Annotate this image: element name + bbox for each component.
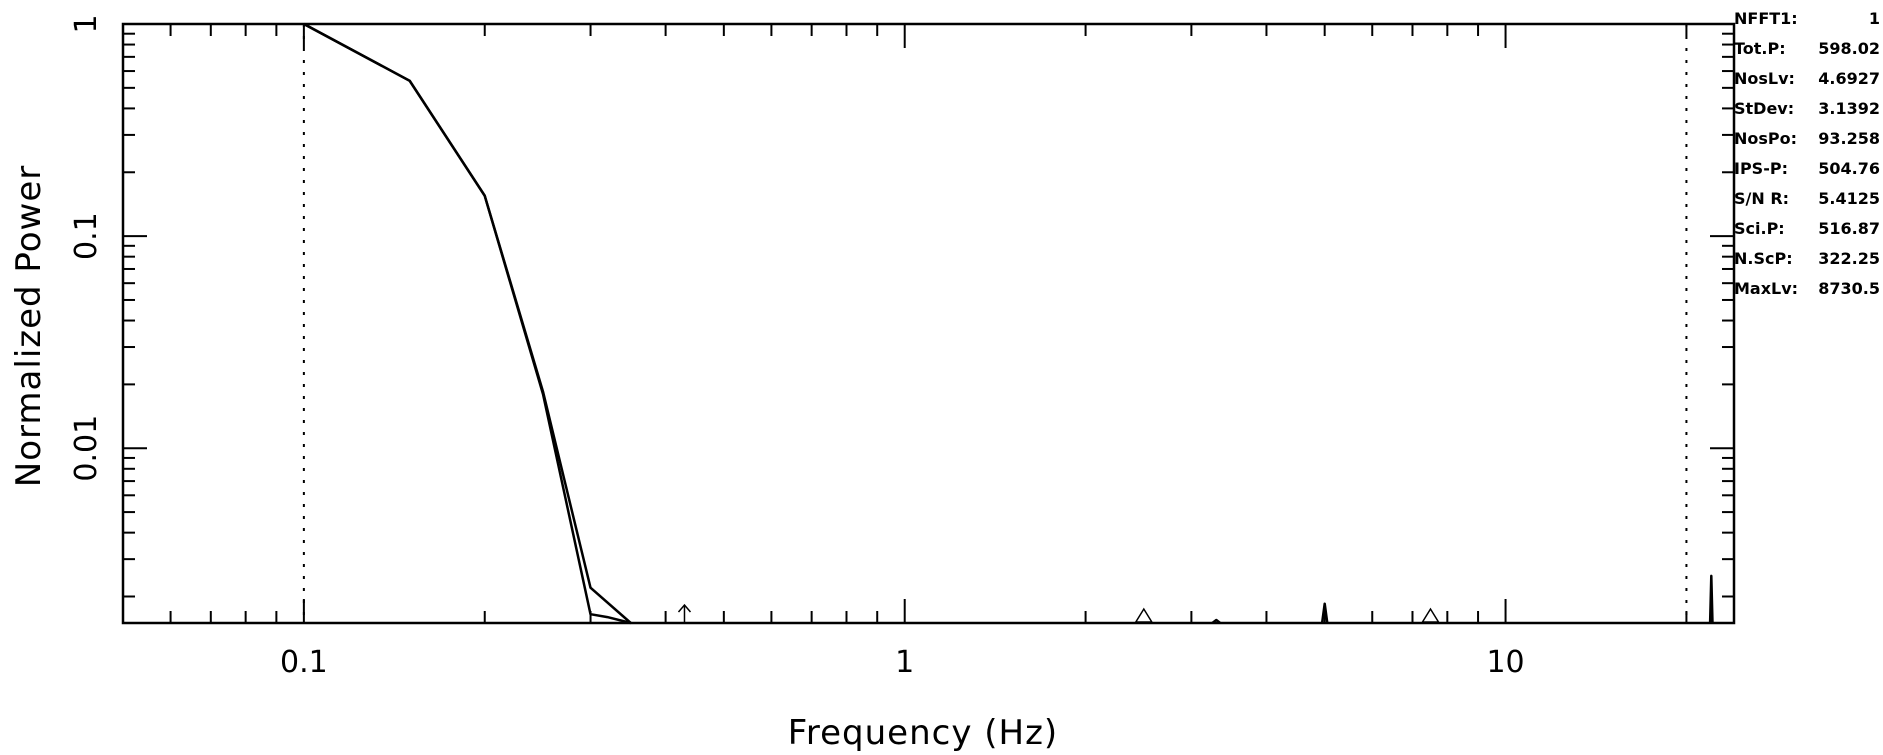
stat-value: 1 xyxy=(1868,9,1880,28)
stat-label: NosPo: xyxy=(1734,129,1798,148)
stat-value: 322.25 xyxy=(1818,249,1880,268)
stat-label: MaxLv: xyxy=(1734,279,1799,298)
series-group xyxy=(303,22,1714,625)
stat-row-n-scp: N.ScP: 322.25 xyxy=(1734,248,1880,278)
stat-row-noslv: NosLv: 4.6927 xyxy=(1734,68,1880,98)
stat-label: StDev: xyxy=(1734,99,1795,118)
x-tick-label: 0.1 xyxy=(280,645,328,680)
axis-ticks xyxy=(122,23,1734,623)
stat-row-tot-p: Tot.P: 598.02 xyxy=(1734,38,1880,68)
stat-row-sci-p: Sci.P: 516.87 xyxy=(1734,218,1880,248)
triangle-marker xyxy=(1421,607,1440,623)
stat-value: 4.6927 xyxy=(1818,69,1880,88)
dotted-reference-lines xyxy=(302,24,1688,623)
y-tick-label: 0.01 xyxy=(69,415,104,482)
stat-value: 93.258 xyxy=(1818,129,1880,148)
stat-label: N.ScP: xyxy=(1734,249,1793,268)
stat-label: Sci.P: xyxy=(1734,219,1785,238)
stat-value: 598.02 xyxy=(1818,39,1880,58)
stat-label: IPS-P: xyxy=(1734,159,1788,178)
y-tick-labels: 0.01 0.1 1 xyxy=(69,14,104,481)
stat-row-stdev: StDev: 3.1392 xyxy=(1734,98,1880,128)
y-axis-title: Normalized Power xyxy=(9,165,49,487)
stat-row-ips-p: IPS-P: 504.76 xyxy=(1734,158,1880,188)
stat-row-sn-r: S/N R: 5.4125 xyxy=(1734,188,1880,218)
stat-value: 504.76 xyxy=(1818,159,1880,178)
triangle-marker xyxy=(1134,607,1154,623)
x-tick-label: 10 xyxy=(1486,645,1524,680)
x-tick-label: 1 xyxy=(895,645,914,680)
y-tick-label: 0.1 xyxy=(69,212,104,260)
series-line xyxy=(303,22,632,624)
stat-value: 3.1392 xyxy=(1818,99,1880,118)
series-line xyxy=(1708,574,1714,624)
stat-label: Tot.P: xyxy=(1734,39,1786,58)
stat-value: 5.4125 xyxy=(1818,189,1880,208)
stat-label: NFFT1: xyxy=(1734,9,1798,28)
stat-value: 516.87 xyxy=(1818,219,1880,238)
series-line xyxy=(1320,602,1329,624)
y-tick-label: 1 xyxy=(69,14,104,33)
stat-row-maxlv: MaxLv: 8730.5 xyxy=(1734,278,1880,308)
statistics-panel: NFFT1: 1 Tot.P: 598.02 NosLv: 4.6927 StD… xyxy=(1734,8,1880,308)
stat-row-nfft1: NFFT1: 1 xyxy=(1734,8,1880,38)
stat-label: S/N R: xyxy=(1734,189,1790,208)
stat-label: NosLv: xyxy=(1734,69,1795,88)
stat-row-nospo: NosPo: 93.258 xyxy=(1734,128,1880,158)
plot-frame xyxy=(121,22,1736,625)
x-axis-title: Frequency (Hz) xyxy=(788,713,1058,753)
x-tick-labels: 0.1 1 10 xyxy=(280,645,1525,680)
series-line xyxy=(303,22,632,625)
stat-value: 8730.5 xyxy=(1818,279,1880,298)
arrow-marker-head xyxy=(677,603,692,613)
